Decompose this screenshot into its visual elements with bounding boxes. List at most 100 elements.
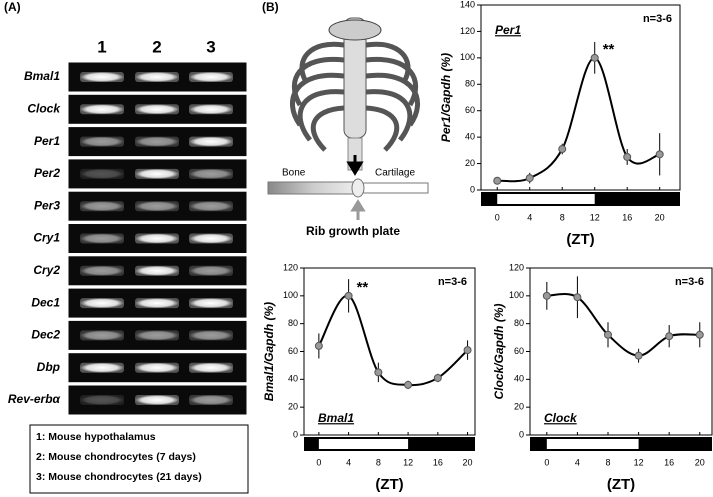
arrow <box>350 199 366 220</box>
gene-label: Per3 <box>34 198 60 212</box>
plot-frame <box>303 267 476 436</box>
y-tick-label: 100 <box>283 290 298 300</box>
x-axis-label: (ZT) <box>566 231 594 248</box>
gel-band <box>135 265 179 276</box>
gel-band <box>135 104 179 115</box>
significance: ** <box>603 41 615 58</box>
y-tick-label: 0 <box>470 184 475 194</box>
data-point <box>314 341 323 350</box>
y-tick-label: 60 <box>514 346 524 356</box>
gene-label: Clock <box>27 101 61 115</box>
y-tick-label: 40 <box>288 374 298 384</box>
gel-band <box>189 201 233 212</box>
diagram-label: Cartilage <box>375 168 415 179</box>
gel-band <box>80 136 124 147</box>
y-tick-label: 0 <box>519 429 524 439</box>
x-tick-label: 20 <box>655 212 665 222</box>
x-tick-label: 20 <box>695 457 705 467</box>
x-tick-label: 20 <box>463 457 473 467</box>
data-point <box>344 291 353 300</box>
series-line <box>317 294 469 387</box>
x-tick-label: 8 <box>376 457 381 467</box>
legend-entry: 1: Mouse hypothalamus <box>36 431 156 443</box>
y-tick-label: 100 <box>460 52 475 62</box>
x-tick-label: 4 <box>527 212 532 222</box>
data-point <box>433 373 442 382</box>
light-period <box>546 439 639 449</box>
legend-entry: 3: Mouse chondrocytes (21 days) <box>36 471 202 483</box>
data-point <box>590 53 599 62</box>
x-tick-label: 4 <box>575 457 580 467</box>
y-tick-label: 20 <box>514 402 524 412</box>
data-point <box>558 145 567 154</box>
sample-size: n=3-6 <box>675 276 704 288</box>
data-point <box>542 291 551 300</box>
gene-label: Rev-erbα <box>8 392 61 406</box>
lane-label: 2 <box>152 37 161 56</box>
growth-plate <box>351 178 365 198</box>
gel-band <box>135 330 179 341</box>
gene-label: Cry2 <box>33 263 60 277</box>
data-point <box>604 330 612 339</box>
data-point <box>695 330 704 339</box>
y-tick-label: 80 <box>465 79 475 89</box>
x-tick-label: 8 <box>560 212 565 222</box>
y-tick-label: 100 <box>509 290 524 300</box>
gel-band <box>189 362 233 373</box>
gel <box>67 61 248 416</box>
gene-label: Dec2 <box>31 328 60 342</box>
x-tick-label: 0 <box>495 212 500 222</box>
data-point <box>655 150 664 159</box>
x-tick-label: 12 <box>634 457 644 467</box>
y-tick-label: 20 <box>288 402 298 412</box>
gel-band <box>135 298 179 309</box>
light-period <box>497 194 595 204</box>
y-tick-label: 20 <box>465 158 475 168</box>
y-tick-label: 80 <box>288 318 298 328</box>
y-tick-label: 60 <box>465 105 475 115</box>
series-name: Clock <box>544 411 578 425</box>
y-tick-label: 40 <box>514 374 524 384</box>
gel-band <box>189 330 233 341</box>
x-tick-label: 8 <box>605 457 610 467</box>
data-point <box>404 380 413 389</box>
gel-band <box>189 265 233 276</box>
lane-label: 1 <box>97 37 106 56</box>
y-tick-label: 120 <box>509 262 524 272</box>
clavicle <box>328 19 382 41</box>
data-point <box>525 174 534 183</box>
sample-size: n=3-6 <box>643 13 672 25</box>
lane-label: 3 <box>206 37 215 56</box>
gel-band <box>80 233 124 244</box>
y-tick-label: 40 <box>465 132 475 142</box>
gel-band <box>80 104 124 115</box>
diagram-caption: Rib growth plate <box>306 224 400 238</box>
x-tick-label: 0 <box>544 457 549 467</box>
gel-band <box>80 265 124 276</box>
diagram-label: Bone <box>282 168 306 179</box>
y-tick-label: 60 <box>288 346 298 356</box>
data-point <box>634 351 643 360</box>
gel-band <box>80 168 124 179</box>
gel-band <box>80 395 124 405</box>
data-point <box>623 152 632 161</box>
panel-label: (B) <box>262 0 279 14</box>
gel-band <box>135 362 179 373</box>
gel-band <box>135 136 179 147</box>
sample-size: n=3-6 <box>438 276 467 288</box>
significance: ** <box>357 279 369 296</box>
gel-band <box>189 136 233 147</box>
x-tick-label: 0 <box>316 457 321 467</box>
series-line <box>497 56 661 183</box>
data-point <box>573 293 582 302</box>
panel-label: (A) <box>4 0 21 14</box>
gel-band <box>80 330 124 341</box>
x-tick-label: 12 <box>403 457 413 467</box>
y-axis-label: Clock/Gapdh (%) <box>492 303 506 399</box>
gel-band <box>189 233 233 244</box>
legend-box <box>29 424 249 494</box>
gel-band <box>80 298 124 309</box>
data-point <box>665 332 674 341</box>
y-tick-label: 120 <box>283 262 298 272</box>
